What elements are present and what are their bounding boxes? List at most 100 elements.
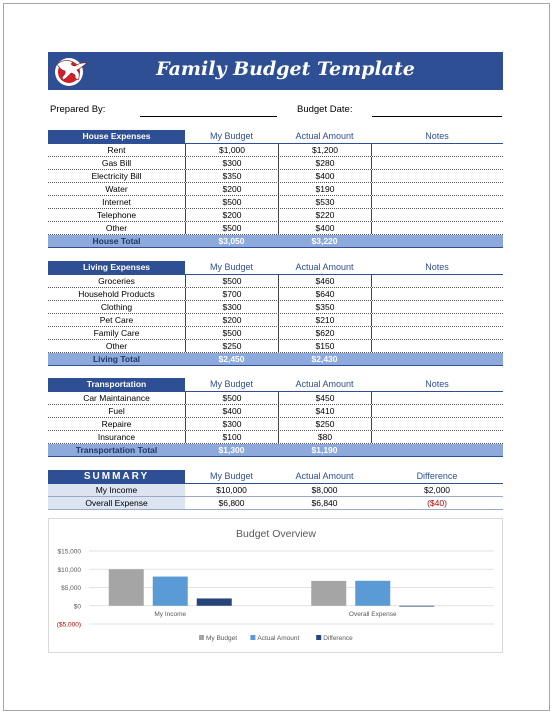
total-row: Living Total $2,450 $2,430	[48, 353, 503, 366]
row-label: Clothing	[100, 302, 133, 312]
row-notes[interactable]	[371, 301, 503, 313]
row-budget[interactable]: $200	[185, 314, 278, 326]
row-budget[interactable]: $500	[185, 327, 278, 339]
row-actual[interactable]: $250	[278, 418, 371, 430]
summary-actual[interactable]: $6,840	[311, 498, 338, 508]
summary-table: SUMMARY My Budget Actual Amount Differen…	[48, 470, 503, 510]
row-budget[interactable]: $300	[185, 418, 278, 430]
total-notes[interactable]	[371, 444, 503, 456]
col-actual-amount: Actual Amount	[295, 379, 354, 389]
row-label: Gas Bill	[101, 158, 132, 168]
row-actual[interactable]: $620	[278, 327, 371, 339]
table-row: Car Maintainance $500 $450	[48, 392, 503, 405]
y-tick-label: $0	[74, 603, 82, 610]
row-notes[interactable]	[371, 183, 503, 195]
row-budget[interactable]: $100	[185, 431, 278, 443]
row-label: Pet Care	[99, 315, 134, 325]
row-budget[interactable]: $300	[185, 301, 278, 313]
col-actual-amount: Actual Amount	[295, 262, 354, 272]
row-actual[interactable]: $190	[278, 183, 371, 195]
row-notes[interactable]	[371, 431, 503, 443]
row-notes[interactable]	[371, 405, 503, 417]
prepared-by-field[interactable]	[140, 116, 277, 117]
table-row: Other $250 $150	[48, 340, 503, 353]
row-actual[interactable]: $80	[278, 431, 371, 443]
legend-entry: Difference	[323, 635, 353, 642]
total-actual[interactable]: $1,190	[311, 445, 338, 455]
row-budget[interactable]: $250	[185, 340, 278, 352]
table-row: Household Products $700 $640	[48, 288, 503, 301]
total-row: Transportation Total $1,300 $1,190	[48, 444, 503, 457]
budget-date-field[interactable]	[372, 116, 502, 117]
row-notes[interactable]	[371, 392, 503, 404]
row-notes[interactable]	[371, 418, 503, 430]
row-budget[interactable]: $700	[185, 288, 278, 300]
row-budget[interactable]: $500	[185, 275, 278, 287]
row-budget[interactable]: $500	[185, 392, 278, 404]
row-label: Car Maintainance	[83, 393, 150, 403]
row-notes[interactable]	[371, 327, 503, 339]
row-budget[interactable]: $300	[185, 157, 278, 169]
budget-date-label: Budget Date:	[297, 104, 353, 115]
row-actual[interactable]: $530	[278, 196, 371, 208]
col-notes: Notes	[425, 262, 449, 272]
row-label: Other	[105, 223, 128, 233]
row-budget[interactable]: $500	[185, 196, 278, 208]
row-budget[interactable]: $200	[185, 209, 278, 221]
row-budget[interactable]: $400	[185, 405, 278, 417]
total-budget[interactable]: $3,050	[218, 236, 245, 246]
row-notes[interactable]	[371, 288, 503, 300]
row-actual[interactable]: $150	[278, 340, 371, 352]
col-my-budget: My Budget	[209, 262, 254, 272]
total-label: Transportation Total	[75, 445, 158, 455]
row-budget[interactable]: $500	[185, 222, 278, 234]
row-label: Internet	[102, 197, 131, 207]
col-actual-amount: Actual Amount	[295, 131, 354, 141]
legend-swatch	[316, 635, 322, 640]
budget-overview-chart[interactable]: Budget Overview $15,000 $10,000 $5,000 $0 ($5…	[48, 518, 503, 653]
col-my-budget: My Budget	[209, 379, 254, 389]
row-actual[interactable]: $410	[278, 405, 371, 417]
row-actual[interactable]: $350	[278, 301, 371, 313]
row-notes[interactable]	[371, 314, 503, 326]
row-actual[interactable]: $460	[278, 275, 371, 287]
row-notes[interactable]	[371, 196, 503, 208]
row-notes[interactable]	[371, 144, 503, 156]
total-budget[interactable]: $2,450	[218, 354, 245, 364]
row-actual[interactable]: $210	[278, 314, 371, 326]
row-actual[interactable]: $280	[278, 157, 371, 169]
summary-row-income: My Income $10,000 $8,000 $2,000	[48, 484, 503, 497]
row-actual[interactable]: $400	[278, 222, 371, 234]
summary-difference[interactable]: ($40)	[427, 498, 447, 508]
row-notes[interactable]	[371, 340, 503, 352]
row-actual[interactable]: $220	[278, 209, 371, 221]
summary-difference[interactable]: $2,000	[424, 485, 450, 495]
row-notes[interactable]	[371, 209, 503, 221]
row-label: Groceries	[98, 276, 135, 286]
summary-label: Overall Expense	[48, 497, 185, 509]
section-title: Transportation	[48, 378, 185, 391]
total-notes[interactable]	[371, 353, 503, 365]
row-label: Insurance	[97, 432, 136, 442]
row-notes[interactable]	[371, 157, 503, 169]
summary-budget[interactable]: $6,800	[218, 498, 245, 508]
summary-budget[interactable]: $10,000	[216, 485, 247, 495]
row-actual[interactable]: $640	[278, 288, 371, 300]
row-actual[interactable]: $400	[278, 170, 371, 182]
row-actual[interactable]: $450	[278, 392, 371, 404]
row-budget[interactable]: $200	[185, 183, 278, 195]
row-notes[interactable]	[371, 170, 503, 182]
total-budget[interactable]: $1,300	[218, 445, 245, 455]
row-notes[interactable]	[371, 222, 503, 234]
row-budget[interactable]: $1,000	[185, 144, 278, 156]
table-header: Living Expenses My Budget Actual Amount …	[48, 261, 503, 275]
total-notes[interactable]	[371, 235, 503, 247]
total-actual[interactable]: $2,430	[311, 354, 338, 364]
table-row: Water $200 $190	[48, 183, 503, 196]
summary-actual[interactable]: $8,000	[311, 485, 338, 495]
section-title: SUMMARY	[48, 470, 185, 483]
row-budget[interactable]: $350	[185, 170, 278, 182]
row-actual[interactable]: $1,200	[278, 144, 371, 156]
total-actual[interactable]: $3,220	[311, 236, 338, 246]
row-notes[interactable]	[371, 275, 503, 287]
